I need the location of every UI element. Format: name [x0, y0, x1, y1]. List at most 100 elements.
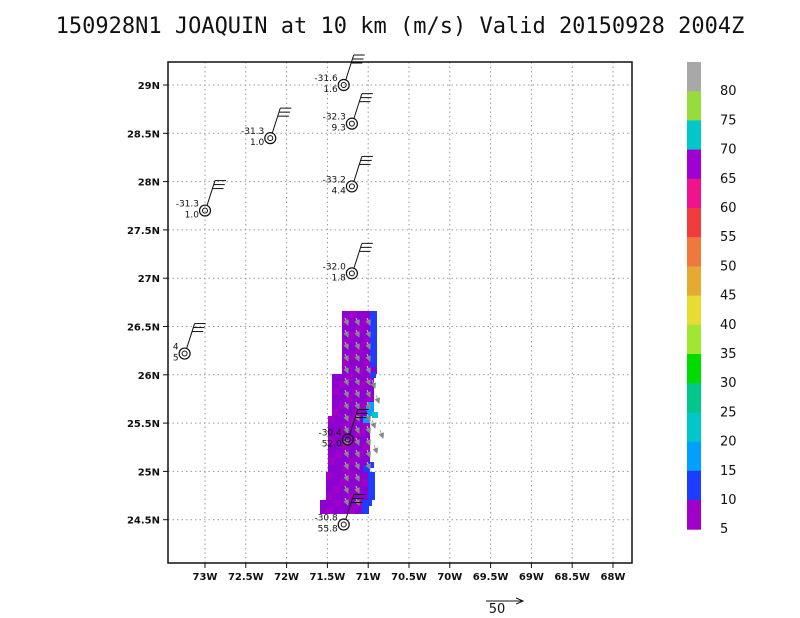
colorbar-label: 60 — [720, 201, 737, 216]
station-plot: -30.855.8 — [314, 494, 365, 535]
field-cell — [349, 437, 356, 444]
colorbar-label: 25 — [720, 405, 737, 420]
wind-barb-shaft — [353, 243, 363, 269]
station-label-top: -31.6 — [314, 74, 338, 84]
field-cell — [349, 353, 356, 360]
wind-vector — [365, 353, 371, 362]
field-cell — [339, 388, 346, 395]
wind-vector — [354, 425, 360, 434]
colorbar-swatch — [687, 470, 701, 501]
field-cell — [349, 325, 356, 332]
wind-vector — [365, 365, 371, 374]
wind-speed-field — [320, 311, 378, 514]
station-label-top: -33.2 — [323, 175, 346, 185]
field-cell — [342, 311, 349, 318]
field-cell — [346, 374, 353, 381]
wind-barb-shaft — [349, 409, 359, 435]
field-cell — [363, 339, 370, 346]
field-cell — [360, 374, 367, 381]
axis-tick-labels: 73W 72.5W 72W 71.5W 71W 70.5W 70W 69.5W 69W 68.5W… — [127, 81, 626, 583]
field-cell — [363, 360, 370, 367]
colorbar-label: 65 — [720, 172, 737, 187]
field-cell — [349, 451, 356, 458]
station-label-bottom: 9.3 — [332, 124, 346, 134]
wind-vector — [354, 497, 360, 506]
colorbar-label: 15 — [720, 464, 737, 479]
wind-barb-shaft — [353, 93, 363, 119]
station-plot: -31.31.0 — [176, 180, 226, 221]
station-outer-circle — [264, 132, 277, 145]
field-cell — [327, 507, 334, 514]
colorbar-swatch — [687, 354, 701, 384]
field-cell — [342, 458, 349, 465]
colorbar-swatch — [687, 412, 701, 443]
colorbar-swatch — [687, 383, 701, 413]
field-cell — [335, 458, 342, 465]
station-label-top: -30.8 — [314, 514, 338, 524]
wind-vector — [343, 341, 349, 350]
lon-tick-label: 71W — [356, 572, 381, 583]
wind-vector — [343, 401, 349, 410]
wind-vector — [354, 353, 360, 362]
map-frame — [167, 61, 633, 564]
station-label-bottom: 1.8 — [332, 273, 347, 283]
wind-vector — [354, 485, 360, 494]
field-cell — [354, 493, 361, 500]
station-outer-circle — [198, 204, 212, 217]
field-cell — [356, 444, 363, 451]
field-cell — [372, 412, 378, 418]
colorbar-swatch — [687, 441, 701, 472]
wind-vector — [354, 377, 360, 386]
wind-vector — [365, 461, 371, 470]
field-cell — [332, 395, 339, 402]
station-label-bottom: 52.0 — [322, 440, 342, 450]
field-cell — [328, 451, 335, 458]
field-cell — [340, 493, 347, 500]
field-cell — [339, 402, 346, 409]
field-cell — [368, 472, 375, 479]
field-cell — [349, 339, 356, 346]
field-cell — [347, 493, 354, 500]
field-cell — [347, 479, 354, 486]
wind-vector — [354, 365, 360, 374]
wind-vector — [365, 329, 371, 338]
field-cell — [367, 409, 374, 416]
colorbar-swatch — [687, 500, 701, 530]
lon-tick-label: 69W — [519, 572, 544, 583]
station-inner-circle — [348, 120, 355, 127]
field-cell — [355, 507, 362, 514]
wind-vector — [343, 389, 349, 398]
field-cell — [342, 325, 349, 332]
station-inner-circle — [344, 436, 351, 443]
wind-vector — [354, 341, 360, 350]
wind-vector — [354, 401, 360, 410]
colorbar-label: 35 — [720, 347, 737, 362]
station-inner-circle — [340, 82, 347, 88]
wind-vector — [354, 437, 360, 446]
field-cell — [368, 462, 374, 468]
field-cell — [370, 318, 377, 325]
lat-tick-label: 28N — [138, 178, 160, 189]
field-cell — [370, 332, 377, 339]
field-cell — [328, 416, 335, 423]
field-cell — [328, 458, 335, 465]
colorbar-swatch — [687, 91, 701, 121]
wind-vector — [343, 365, 349, 374]
wind-vector — [365, 449, 371, 458]
field-cell — [356, 346, 363, 353]
field-cell — [356, 339, 363, 346]
wind-vector — [343, 329, 349, 338]
field-cell — [339, 374, 346, 381]
wind-barb-shaft — [353, 156, 363, 182]
lat-tick-label: 26N — [138, 371, 160, 382]
field-cell — [363, 311, 370, 318]
colorbar: 80 75 70 65 60 55 50 45 40 35 30 25 20 15 10 5 — [687, 62, 737, 537]
field-cell — [349, 465, 356, 472]
field-cell — [332, 409, 339, 416]
lon-tick-label: 70.5W — [391, 572, 427, 583]
colorbar-label: 5 — [720, 522, 728, 537]
field-cell — [356, 465, 363, 472]
field-cell — [339, 409, 346, 416]
field-cell — [362, 500, 369, 507]
